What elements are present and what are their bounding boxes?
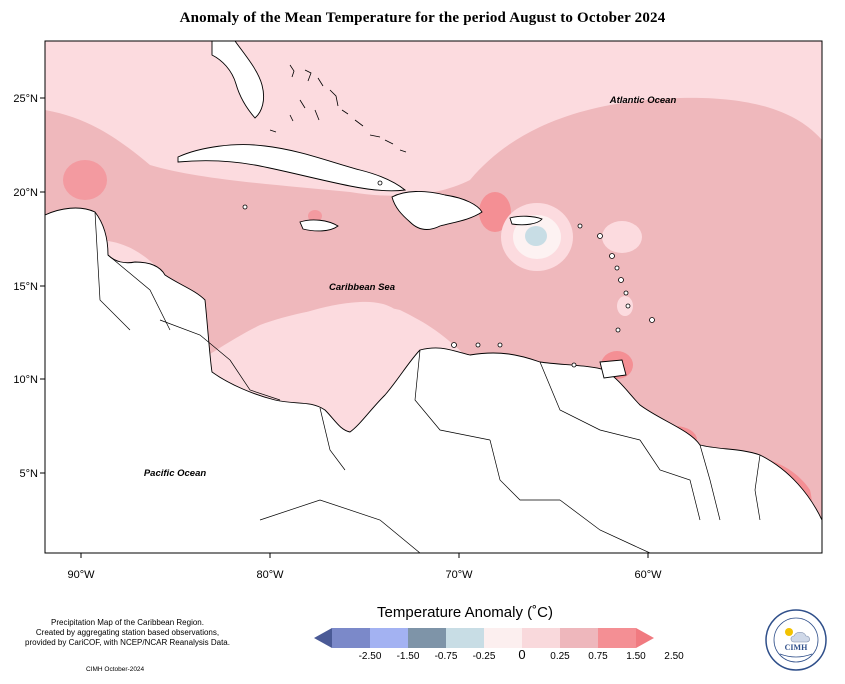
country-borders <box>94 211 761 553</box>
legend-tick-label: 0.25 <box>550 651 570 662</box>
legend-tick-label: 0 <box>518 647 525 662</box>
legend-swatches <box>314 628 654 648</box>
label-caribbean-sea: Caribbean Sea <box>329 282 395 293</box>
legend-title: Temperature Anomaly (˚C) <box>377 604 553 621</box>
land-cuba <box>177 144 407 192</box>
credits: Precipitation Map of the Caribbean Regio… <box>10 618 245 648</box>
x-tick-60w: 60°W <box>634 569 662 581</box>
land-central-south-america <box>45 207 822 553</box>
legend-tick-label: -1.50 <box>397 651 420 662</box>
legend-tick-label: 0.75 <box>588 651 608 662</box>
y-tick-10n: 10°N <box>13 374 38 386</box>
legend-swatch <box>522 628 560 648</box>
label-atlantic-ocean: Atlantic Ocean <box>609 95 677 106</box>
legend-tick-label: 1.50 <box>626 651 646 662</box>
cimh-logo: CIMH <box>765 609 827 671</box>
map-title: Anomaly of the Mean Temperature for the … <box>179 10 666 26</box>
y-tick-15n: 15°N <box>13 281 38 293</box>
x-tick-80w: 80°W <box>256 569 284 581</box>
y-tick-5n: 5°N <box>20 468 39 480</box>
legend-tick-label: 2.50 <box>664 651 684 662</box>
legend-swatch <box>408 628 446 648</box>
anomaly-field <box>45 41 822 553</box>
land-jamaica <box>299 219 339 232</box>
light-spot-antilles-mid <box>617 296 633 316</box>
legend-swatch <box>484 628 522 648</box>
land-hispaniola <box>391 191 483 230</box>
x-tick-70w: 70°W <box>445 569 473 581</box>
plot-frame <box>44 40 823 554</box>
logo-text: CIMH <box>785 643 808 652</box>
legend-swatch <box>370 628 408 648</box>
land-puerto-rico <box>509 215 543 226</box>
legend-arrow-high <box>636 628 654 648</box>
legend-tick-label: -0.25 <box>473 651 496 662</box>
legend-tick-label: -0.75 <box>435 651 458 662</box>
sun-icon <box>785 628 793 636</box>
hotspot-yucatan <box>63 160 107 200</box>
legend-swatch <box>332 628 370 648</box>
legend-tick-label: -2.50 <box>359 651 382 662</box>
light-spot-antilles-north <box>602 221 642 253</box>
hotspot-jamaica <box>308 210 322 222</box>
credits-line-2: Created by aggregating station based obs… <box>35 628 220 637</box>
y-tick-20n: 20°N <box>13 187 38 199</box>
color-legend: -2.50 -1.50 -0.75 -0.25 0 0.25 0.75 1.50 2.50 <box>314 628 685 662</box>
y-axis <box>40 97 45 474</box>
legend-swatch <box>560 628 598 648</box>
legend-swatch <box>598 628 636 648</box>
cool-zone-puerto-rico <box>525 226 547 246</box>
bahamas-islands <box>269 64 407 153</box>
legend-tick-labels: -2.50 -1.50 -0.75 -0.25 0 0.25 0.75 1.50 2.50 <box>359 647 685 662</box>
land-florida <box>211 41 265 119</box>
land-trinidad <box>599 359 627 379</box>
credits-line-3: provided by CariCOF, with NCEP/NCAR Rean… <box>25 638 230 647</box>
legend-swatch <box>446 628 484 648</box>
anomaly-zone-light-nw <box>45 55 194 102</box>
x-axis <box>80 553 649 558</box>
label-pacific-ocean: Pacific Ocean <box>144 468 207 479</box>
cloud-icon <box>790 631 810 643</box>
credits-footer: CIMH October-2024 <box>86 666 145 673</box>
credits-line-1: Precipitation Map of the Caribbean Regio… <box>51 618 204 627</box>
land <box>45 41 822 553</box>
x-tick-90w: 90°W <box>67 569 95 581</box>
lesser-antilles <box>242 180 655 368</box>
legend-arrow-low <box>314 628 332 648</box>
hotspot-hispaniola <box>479 192 511 232</box>
y-tick-25n: 25°N <box>13 93 38 105</box>
